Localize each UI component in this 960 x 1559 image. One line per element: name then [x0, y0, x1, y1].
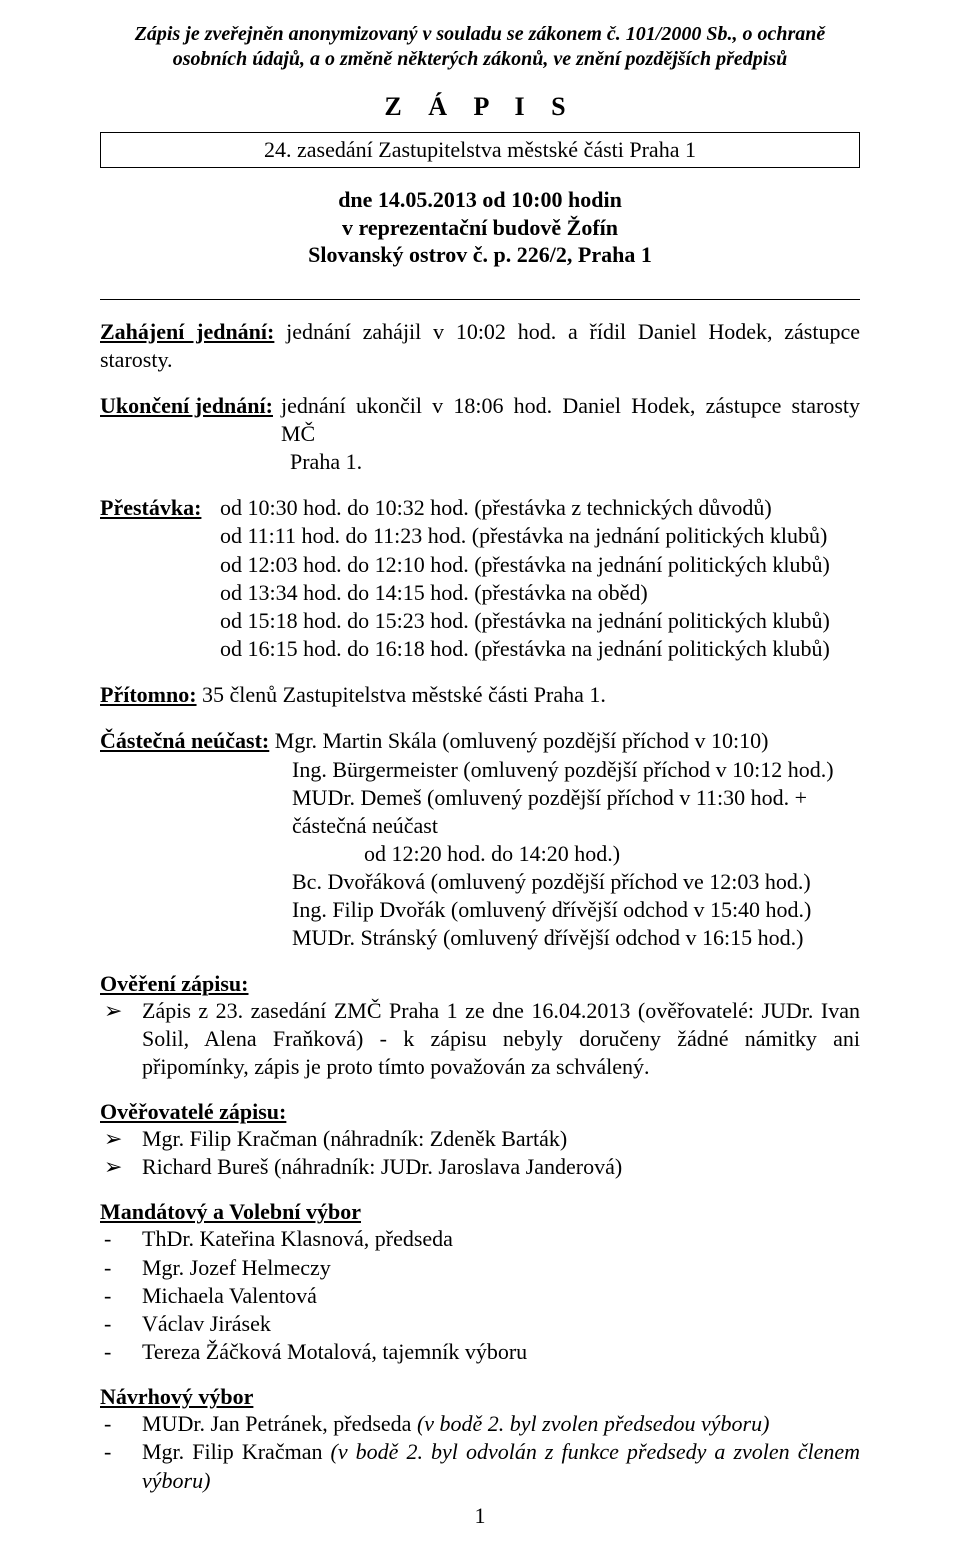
partial-label: Částečná neúčast: [100, 728, 269, 753]
break-line: od 11:11 hod. do 11:23 hod. (přestávka n… [220, 522, 860, 550]
mandate-committee-section: Mandátový a Volební výbor ThDr. Kateřina… [100, 1199, 860, 1366]
break-line: od 13:34 hod. do 14:15 hod. (přestávka n… [220, 579, 860, 607]
break-line: od 10:30 hod. do 10:32 hod. (přestávka z… [220, 494, 860, 522]
meeting-title-box: 24. zasedání Zastupitelstva městské část… [100, 132, 860, 168]
break-line: od 12:03 hod. do 12:10 hod. (přestávka n… [220, 551, 860, 579]
meeting-place1: v reprezentační budově Žofín [342, 215, 618, 240]
document-page: Zápis je zveřejněn anonymizovaný v soula… [0, 0, 960, 1559]
proposal-member-name: MUDr. Jan Petránek, předseda [142, 1411, 417, 1436]
mandate-member: Michaela Valentová [100, 1282, 860, 1310]
session-start: Zahájení jednání: jednání zahájil v 10:0… [100, 318, 860, 374]
meeting-date: dne 14.05.2013 od 10:00 hodin [338, 187, 622, 212]
partial-line-indent: od 12:20 hod. do 14:20 hod.) [100, 840, 860, 868]
verifier-item: Mgr. Filip Kračman (náhradník: Zdeněk Ba… [100, 1125, 860, 1153]
mandate-member: Tereza Žáčková Motalová, tajemník výboru [100, 1338, 860, 1366]
proposal-head: Návrhový výbor [100, 1384, 860, 1410]
present-label: Přítomno: [100, 682, 197, 707]
breaks-label: Přestávka: [100, 494, 220, 522]
session-end-label: Ukončení jednání: [100, 393, 273, 418]
proposal-member: Mgr. Filip Kračman (v bodě 2. byl odvolá… [100, 1438, 860, 1494]
break-line: od 16:15 hod. do 16:18 hod. (přestávka n… [220, 635, 860, 663]
mandate-member: ThDr. Kateřina Klasnová, předseda [100, 1225, 860, 1253]
page-number: 1 [0, 1503, 960, 1529]
proposal-committee-section: Návrhový výbor MUDr. Jan Petránek, předs… [100, 1384, 860, 1494]
proposal-member-name: Mgr. Filip Kračman [142, 1439, 331, 1464]
document-title: Z Á P I S [100, 92, 860, 122]
proposal-member: MUDr. Jan Petránek, předseda (v bodě 2. … [100, 1410, 860, 1438]
mandate-member: Václav Jirásek [100, 1310, 860, 1338]
breaks-block: Přestávka: od 10:30 hod. do 10:32 hod. (… [100, 494, 860, 663]
partial-line: Bc. Dvořáková (omluvený pozdější příchod… [100, 868, 860, 896]
verifiers-head: Ověřovatelé zápisu: [100, 1099, 860, 1125]
break-line: od 15:18 hod. do 15:23 hod. (přestávka n… [220, 607, 860, 635]
partial-absence-block: Částečná neúčast: Mgr. Martin Skála (oml… [100, 727, 860, 952]
present-block: Přítomno: 35 členů Zastupitelstva městsk… [100, 681, 860, 709]
verification-section: Ověření zápisu: Zápis z 23. zasedání ZMČ… [100, 971, 860, 1081]
mandate-member: Mgr. Jozef Helmeczy [100, 1254, 860, 1282]
verifier-item: Richard Bureš (náhradník: JUDr. Jaroslav… [100, 1153, 860, 1181]
partial-first: Mgr. Martin Skála (omluvený pozdější pří… [269, 728, 768, 753]
verifiers-section: Ověřovatelé zápisu: Mgr. Filip Kračman (… [100, 1099, 860, 1181]
partial-line: MUDr. Demeš (omluvený pozdější příchod v… [100, 784, 860, 840]
session-end: Ukončení jednání: jednání ukončil v 18:0… [100, 392, 860, 476]
partial-line: Ing. Bürgermeister (omluvený pozdější př… [100, 756, 860, 784]
mandate-head: Mandátový a Volební výbor [100, 1199, 860, 1225]
proposal-member-note: (v bodě 2. byl zvolen předsedou výboru) [417, 1411, 770, 1436]
meeting-info: dne 14.05.2013 od 10:00 hodin v reprezen… [100, 186, 860, 269]
verification-item: Zápis z 23. zasedání ZMČ Praha 1 ze dne … [100, 997, 860, 1081]
partial-line: Ing. Filip Dvořák (omluvený dřívější odc… [100, 896, 860, 924]
session-end-text-b: Praha 1. [290, 449, 362, 474]
partial-line: MUDr. Stránský (omluvený dřívější odchod… [100, 924, 860, 952]
separator [100, 299, 860, 300]
verification-head: Ověření zápisu: [100, 971, 860, 997]
session-start-label: Zahájení jednání: [100, 319, 274, 344]
present-text: 35 členů Zastupitelstva městské části Pr… [197, 682, 606, 707]
meeting-place2: Slovanský ostrov č. p. 226/2, Praha 1 [308, 242, 652, 267]
session-end-text-a: jednání ukončil v 18:06 hod. Daniel Hode… [281, 393, 860, 446]
anonymization-note: Zápis je zveřejněn anonymizovaný v soula… [100, 22, 860, 72]
